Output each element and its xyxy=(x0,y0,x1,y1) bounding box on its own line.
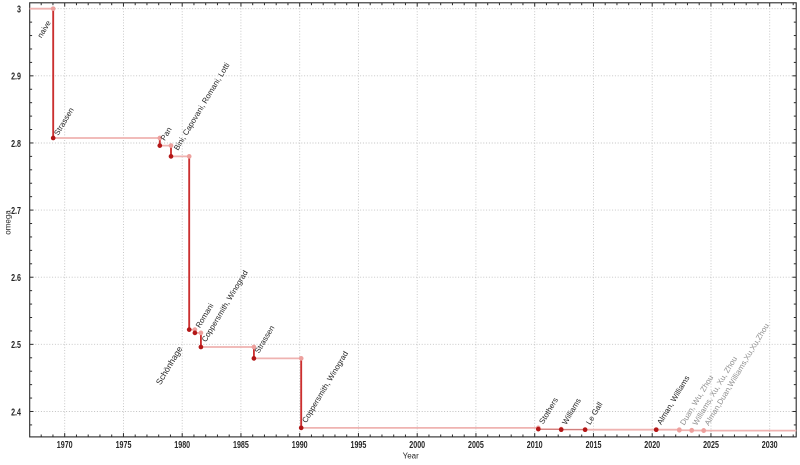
svg-text:1980: 1980 xyxy=(174,439,190,451)
svg-text:1975: 1975 xyxy=(116,439,132,451)
svg-text:omega: omega xyxy=(4,210,13,235)
svg-text:2020: 2020 xyxy=(644,439,660,451)
svg-text:2.8: 2.8 xyxy=(11,138,21,150)
svg-text:1990: 1990 xyxy=(292,439,308,451)
svg-text:2015: 2015 xyxy=(586,439,602,451)
svg-text:3: 3 xyxy=(17,3,21,15)
svg-text:2000: 2000 xyxy=(409,439,425,451)
svg-text:Year: Year xyxy=(403,451,420,460)
svg-text:2005: 2005 xyxy=(468,439,484,451)
svg-text:2.9: 2.9 xyxy=(11,70,21,82)
svg-text:2010: 2010 xyxy=(527,439,543,451)
svg-text:1985: 1985 xyxy=(233,439,249,451)
svg-text:2.6: 2.6 xyxy=(11,272,21,284)
svg-text:1970: 1970 xyxy=(57,439,73,451)
svg-text:2.4: 2.4 xyxy=(11,406,21,418)
svg-text:1995: 1995 xyxy=(350,439,366,451)
svg-text:2030: 2030 xyxy=(762,439,778,451)
svg-text:2.5: 2.5 xyxy=(11,339,21,351)
svg-text:2025: 2025 xyxy=(703,439,719,451)
